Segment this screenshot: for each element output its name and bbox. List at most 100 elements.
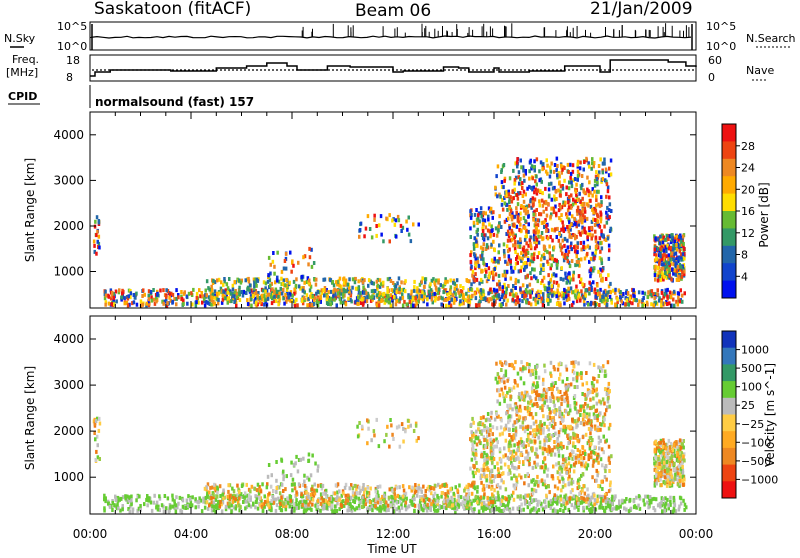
colorbar-swatch [722, 246, 736, 264]
data-cell [536, 208, 539, 212]
data-cell [554, 493, 557, 497]
data-cell [647, 290, 650, 294]
data-cell [470, 216, 473, 220]
data-cell [303, 296, 306, 300]
data-cell [232, 500, 235, 504]
data-cell [356, 491, 359, 495]
data-cell [395, 218, 398, 222]
data-cell [569, 163, 572, 167]
data-cell [270, 263, 273, 267]
data-cell [267, 297, 270, 301]
data-cell [622, 292, 625, 296]
data-cell [591, 237, 594, 241]
data-cell [685, 505, 688, 509]
data-cell [295, 277, 298, 281]
data-cell [523, 174, 526, 178]
data-cell [514, 266, 517, 270]
data-cell [556, 509, 559, 513]
data-cell [308, 247, 311, 251]
data-cell [570, 172, 573, 176]
data-cell [301, 299, 304, 303]
data-cell [392, 281, 395, 285]
data-cell [423, 504, 426, 508]
data-cell [232, 294, 235, 298]
data-cell [668, 301, 671, 305]
data-cell [216, 495, 219, 499]
data-cell [474, 236, 477, 240]
data-cell [654, 236, 657, 240]
data-cell [537, 294, 540, 298]
data-cell [552, 509, 555, 513]
data-cell [105, 294, 108, 298]
data-cell [410, 239, 413, 243]
data-cell [365, 502, 368, 506]
data-cell [258, 496, 261, 500]
data-cell [211, 504, 214, 508]
data-cell [594, 498, 597, 502]
data-cell [469, 209, 472, 213]
data-cell [515, 211, 518, 215]
data-cell [672, 243, 675, 247]
data-cell [659, 235, 662, 239]
data-cell [517, 495, 520, 499]
data-cell [546, 298, 549, 302]
data-cell [585, 288, 588, 292]
data-cell [670, 295, 673, 299]
data-cell [387, 504, 390, 508]
data-cell [573, 364, 576, 368]
data-cell [566, 239, 569, 243]
data-cell [529, 238, 532, 242]
data-cell [606, 182, 609, 186]
data-cell [671, 267, 674, 271]
data-cell [502, 273, 505, 277]
data-cell [576, 424, 579, 428]
data-cell [443, 499, 446, 503]
data-cell [454, 287, 457, 291]
data-cell [416, 289, 419, 293]
data-cell [245, 291, 248, 295]
data-cell [590, 507, 593, 511]
data-cell [270, 295, 273, 299]
data-cell [514, 360, 517, 364]
data-cell [558, 232, 561, 236]
data-cell [595, 170, 598, 174]
data-cell [300, 492, 303, 496]
data-cell [257, 279, 260, 283]
data-cell [680, 265, 683, 269]
data-cell [545, 207, 548, 211]
data-cell [527, 425, 530, 429]
data-cell [506, 287, 509, 291]
data-cell [556, 288, 559, 292]
data-cell [487, 236, 490, 240]
data-cell [586, 235, 589, 239]
data-cell [281, 292, 284, 296]
data-cell [320, 502, 323, 506]
data-cell [538, 199, 541, 203]
y-tick-label: 4000 [53, 128, 84, 142]
data-cell [319, 509, 322, 513]
data-cell [206, 293, 209, 297]
data-cell [661, 291, 664, 295]
data-cell [601, 295, 604, 299]
data-cell [317, 484, 320, 488]
data-cell [418, 504, 421, 508]
data-cell [599, 505, 602, 509]
data-cell [578, 492, 581, 496]
data-cell [428, 290, 431, 294]
data-cell [568, 180, 571, 184]
data-cell [654, 508, 657, 512]
data-cell [338, 284, 341, 288]
data-cell [365, 227, 368, 231]
data-cell [307, 503, 310, 507]
data-cell [348, 277, 351, 281]
data-cell [375, 234, 378, 238]
data-cell [424, 277, 427, 281]
data-cell [219, 504, 222, 508]
data-cell [647, 505, 650, 509]
data-cell [93, 240, 96, 244]
data-cell [472, 270, 475, 274]
data-cell [440, 495, 443, 499]
data-cell [507, 249, 510, 253]
data-cell [333, 510, 336, 514]
data-cell [482, 247, 485, 251]
